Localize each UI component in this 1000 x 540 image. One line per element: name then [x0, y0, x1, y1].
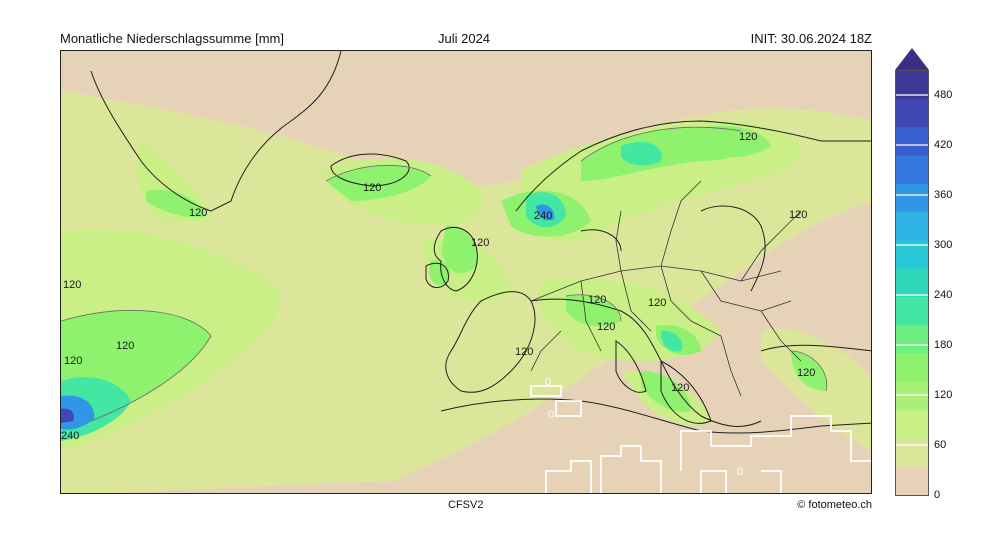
contour-label: 120: [515, 346, 533, 358]
colorbar-tick-label: 300: [934, 239, 953, 251]
contour-label: 120: [739, 131, 757, 143]
contour-label: 120: [471, 237, 489, 249]
map-canvas: 120 120 120 120 120 240 120 120 120 120 …: [61, 51, 871, 493]
contour-label: 0: [737, 466, 743, 478]
colorbar-band: [895, 126, 929, 156]
contour-label: 120: [64, 355, 82, 367]
colorbar-band: [895, 353, 929, 383]
colorbar-extend-triangle: [895, 48, 929, 70]
model-label: CFSV2: [448, 499, 484, 511]
contour-label: 120: [189, 207, 207, 219]
colorbar-tick-label: 0: [934, 489, 941, 501]
precip-field-420: [61, 408, 74, 423]
credit-label: © fotometeo.ch: [797, 499, 872, 511]
contour-label: 120: [789, 209, 807, 221]
contour-lines-120: [61, 126, 828, 422]
contour-label: 120: [648, 297, 666, 309]
contour-label: 0: [548, 409, 554, 421]
init-time: INIT: 30.06.2024 18Z: [750, 31, 872, 46]
contour-label: 240: [61, 430, 79, 442]
contour-label: 120: [63, 279, 81, 291]
coastlines: [90, 51, 871, 434]
colorbar-tick-label: 420: [934, 139, 953, 151]
colorbar-band: [895, 240, 929, 269]
colorbar-tick-label: 180: [934, 339, 953, 351]
chart-title: Monatliche Niederschlagssumme [mm]: [60, 31, 284, 46]
contour-label: 240: [534, 210, 552, 222]
colorbar-tick-label: 120: [934, 389, 953, 401]
forecast-month: Juli 2024: [438, 31, 491, 46]
colorbar-frame: [895, 70, 929, 496]
colorbar-band: [895, 296, 929, 326]
colorbar-band: [895, 466, 929, 496]
precipitation-map: 120 120 120 120 120 240 120 120 120 120 …: [60, 50, 872, 494]
colorbar-band: [895, 211, 929, 241]
colorbar-band: [895, 70, 929, 99]
colorbar-band: [895, 98, 929, 128]
colorbar: [895, 48, 929, 496]
colorbar-band: [895, 381, 929, 411]
contour-label: 120: [797, 367, 815, 379]
contour-label: 0: [545, 376, 551, 388]
contour-label: 120: [671, 382, 689, 394]
contour-label: 120: [597, 321, 615, 333]
colorbar-band: [895, 155, 929, 184]
colorbar-tick-label: 240: [934, 289, 953, 301]
colorbar-tick-label: 480: [934, 89, 953, 101]
colorbar-band: [895, 410, 929, 439]
colorbar-band: [895, 325, 929, 354]
contour-label: 120: [588, 294, 606, 306]
colorbar-tick-label: 60: [934, 439, 947, 451]
contour-label: 120: [363, 182, 381, 194]
contour-labels: 120 120 120 120 120 240 120 120 120 120 …: [61, 131, 815, 478]
colorbar-band: [895, 268, 929, 298]
country-borders: [530, 180, 802, 397]
colorbar-band: [895, 438, 929, 468]
contour-label: 120: [116, 340, 134, 352]
colorbar-bands: [895, 70, 929, 496]
zero-contours: [530, 385, 871, 493]
colorbar-tick-label: 360: [934, 189, 953, 201]
colorbar-band: [895, 183, 929, 213]
